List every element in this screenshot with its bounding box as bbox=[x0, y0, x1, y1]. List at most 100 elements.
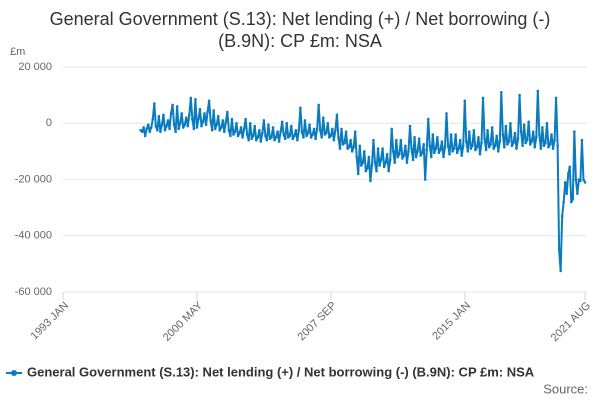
data-point bbox=[468, 130, 471, 133]
data-point bbox=[527, 120, 530, 124]
data-point bbox=[525, 138, 529, 142]
data-point bbox=[154, 124, 158, 128]
data-point bbox=[206, 110, 209, 114]
data-point bbox=[209, 119, 212, 122]
data-point bbox=[413, 136, 416, 139]
data-point bbox=[582, 178, 585, 181]
data-point bbox=[480, 141, 483, 145]
data-point bbox=[279, 130, 282, 133]
data-point bbox=[405, 161, 409, 164]
data-point bbox=[151, 117, 155, 121]
data-point bbox=[318, 128, 322, 132]
data-point bbox=[428, 144, 432, 148]
data-point bbox=[449, 133, 453, 136]
data-point bbox=[382, 165, 386, 169]
data-point bbox=[489, 143, 492, 146]
data-point bbox=[191, 117, 194, 121]
data-point bbox=[256, 136, 260, 139]
data-point bbox=[355, 155, 359, 159]
data-point bbox=[442, 155, 445, 159]
data-point bbox=[273, 138, 276, 142]
data-point bbox=[440, 140, 444, 143]
data-point bbox=[492, 147, 495, 150]
data-point bbox=[247, 138, 250, 142]
data-point bbox=[376, 147, 380, 150]
y-tick-label: -40 000 bbox=[15, 230, 52, 242]
data-point bbox=[384, 161, 387, 164]
data-point bbox=[464, 140, 468, 143]
data-point bbox=[565, 192, 569, 195]
data-point bbox=[369, 179, 372, 183]
data-point bbox=[388, 158, 392, 162]
data-point bbox=[515, 147, 518, 150]
data-point bbox=[559, 269, 562, 273]
data-point bbox=[148, 130, 152, 133]
data-point bbox=[436, 136, 439, 139]
data-point bbox=[396, 155, 400, 159]
data-point bbox=[499, 91, 503, 94]
data-point bbox=[230, 117, 234, 121]
data-point bbox=[299, 106, 302, 110]
data-point bbox=[425, 148, 429, 152]
data-point bbox=[439, 148, 442, 152]
data-point bbox=[165, 124, 168, 128]
data-point bbox=[233, 130, 237, 133]
data-point bbox=[353, 130, 357, 133]
data-point bbox=[512, 141, 515, 145]
data-point bbox=[398, 152, 401, 156]
data-point bbox=[311, 133, 314, 136]
data-point bbox=[553, 138, 556, 142]
data-point bbox=[542, 144, 546, 148]
data-point bbox=[163, 128, 167, 132]
data-point bbox=[169, 112, 173, 115]
data-point bbox=[510, 144, 514, 148]
data-point bbox=[235, 121, 238, 125]
y-unit: £m bbox=[10, 46, 25, 58]
data-point bbox=[367, 155, 371, 159]
data-point bbox=[145, 127, 149, 131]
data-point bbox=[317, 103, 320, 107]
data-point bbox=[264, 134, 267, 138]
data-point bbox=[157, 114, 161, 118]
data-point bbox=[178, 121, 182, 125]
data-point bbox=[531, 130, 535, 133]
data-point bbox=[375, 169, 378, 173]
data-point bbox=[416, 150, 419, 153]
data-point bbox=[282, 133, 285, 136]
data-point bbox=[254, 138, 258, 142]
data-point bbox=[411, 158, 415, 162]
data-point bbox=[404, 144, 407, 148]
data-point bbox=[431, 133, 435, 136]
data-point bbox=[270, 136, 273, 139]
data-point bbox=[156, 128, 159, 132]
data-point bbox=[506, 143, 509, 146]
data-point bbox=[253, 124, 257, 128]
data-point bbox=[198, 107, 202, 111]
data-point bbox=[536, 89, 540, 93]
x-tick-label: 2007 SEP bbox=[296, 300, 340, 344]
data-point bbox=[312, 127, 316, 131]
data-point bbox=[477, 136, 480, 139]
data-point bbox=[363, 150, 366, 153]
data-point bbox=[197, 117, 200, 121]
data-point bbox=[535, 136, 538, 139]
data-point bbox=[372, 138, 375, 142]
data-point bbox=[423, 178, 427, 181]
data-point bbox=[186, 124, 190, 128]
data-point bbox=[501, 133, 505, 136]
data-point bbox=[429, 155, 433, 159]
data-point bbox=[271, 126, 275, 129]
data-point bbox=[579, 179, 582, 183]
data-point bbox=[495, 134, 499, 138]
data-point bbox=[229, 134, 232, 138]
data-point bbox=[207, 99, 211, 103]
data-point bbox=[410, 147, 413, 150]
data-point bbox=[378, 164, 381, 167]
data-point bbox=[236, 134, 240, 138]
data-point bbox=[166, 119, 170, 122]
data-point bbox=[332, 138, 336, 142]
data-point bbox=[408, 124, 412, 128]
data-point bbox=[329, 134, 333, 138]
data-point bbox=[539, 147, 543, 150]
